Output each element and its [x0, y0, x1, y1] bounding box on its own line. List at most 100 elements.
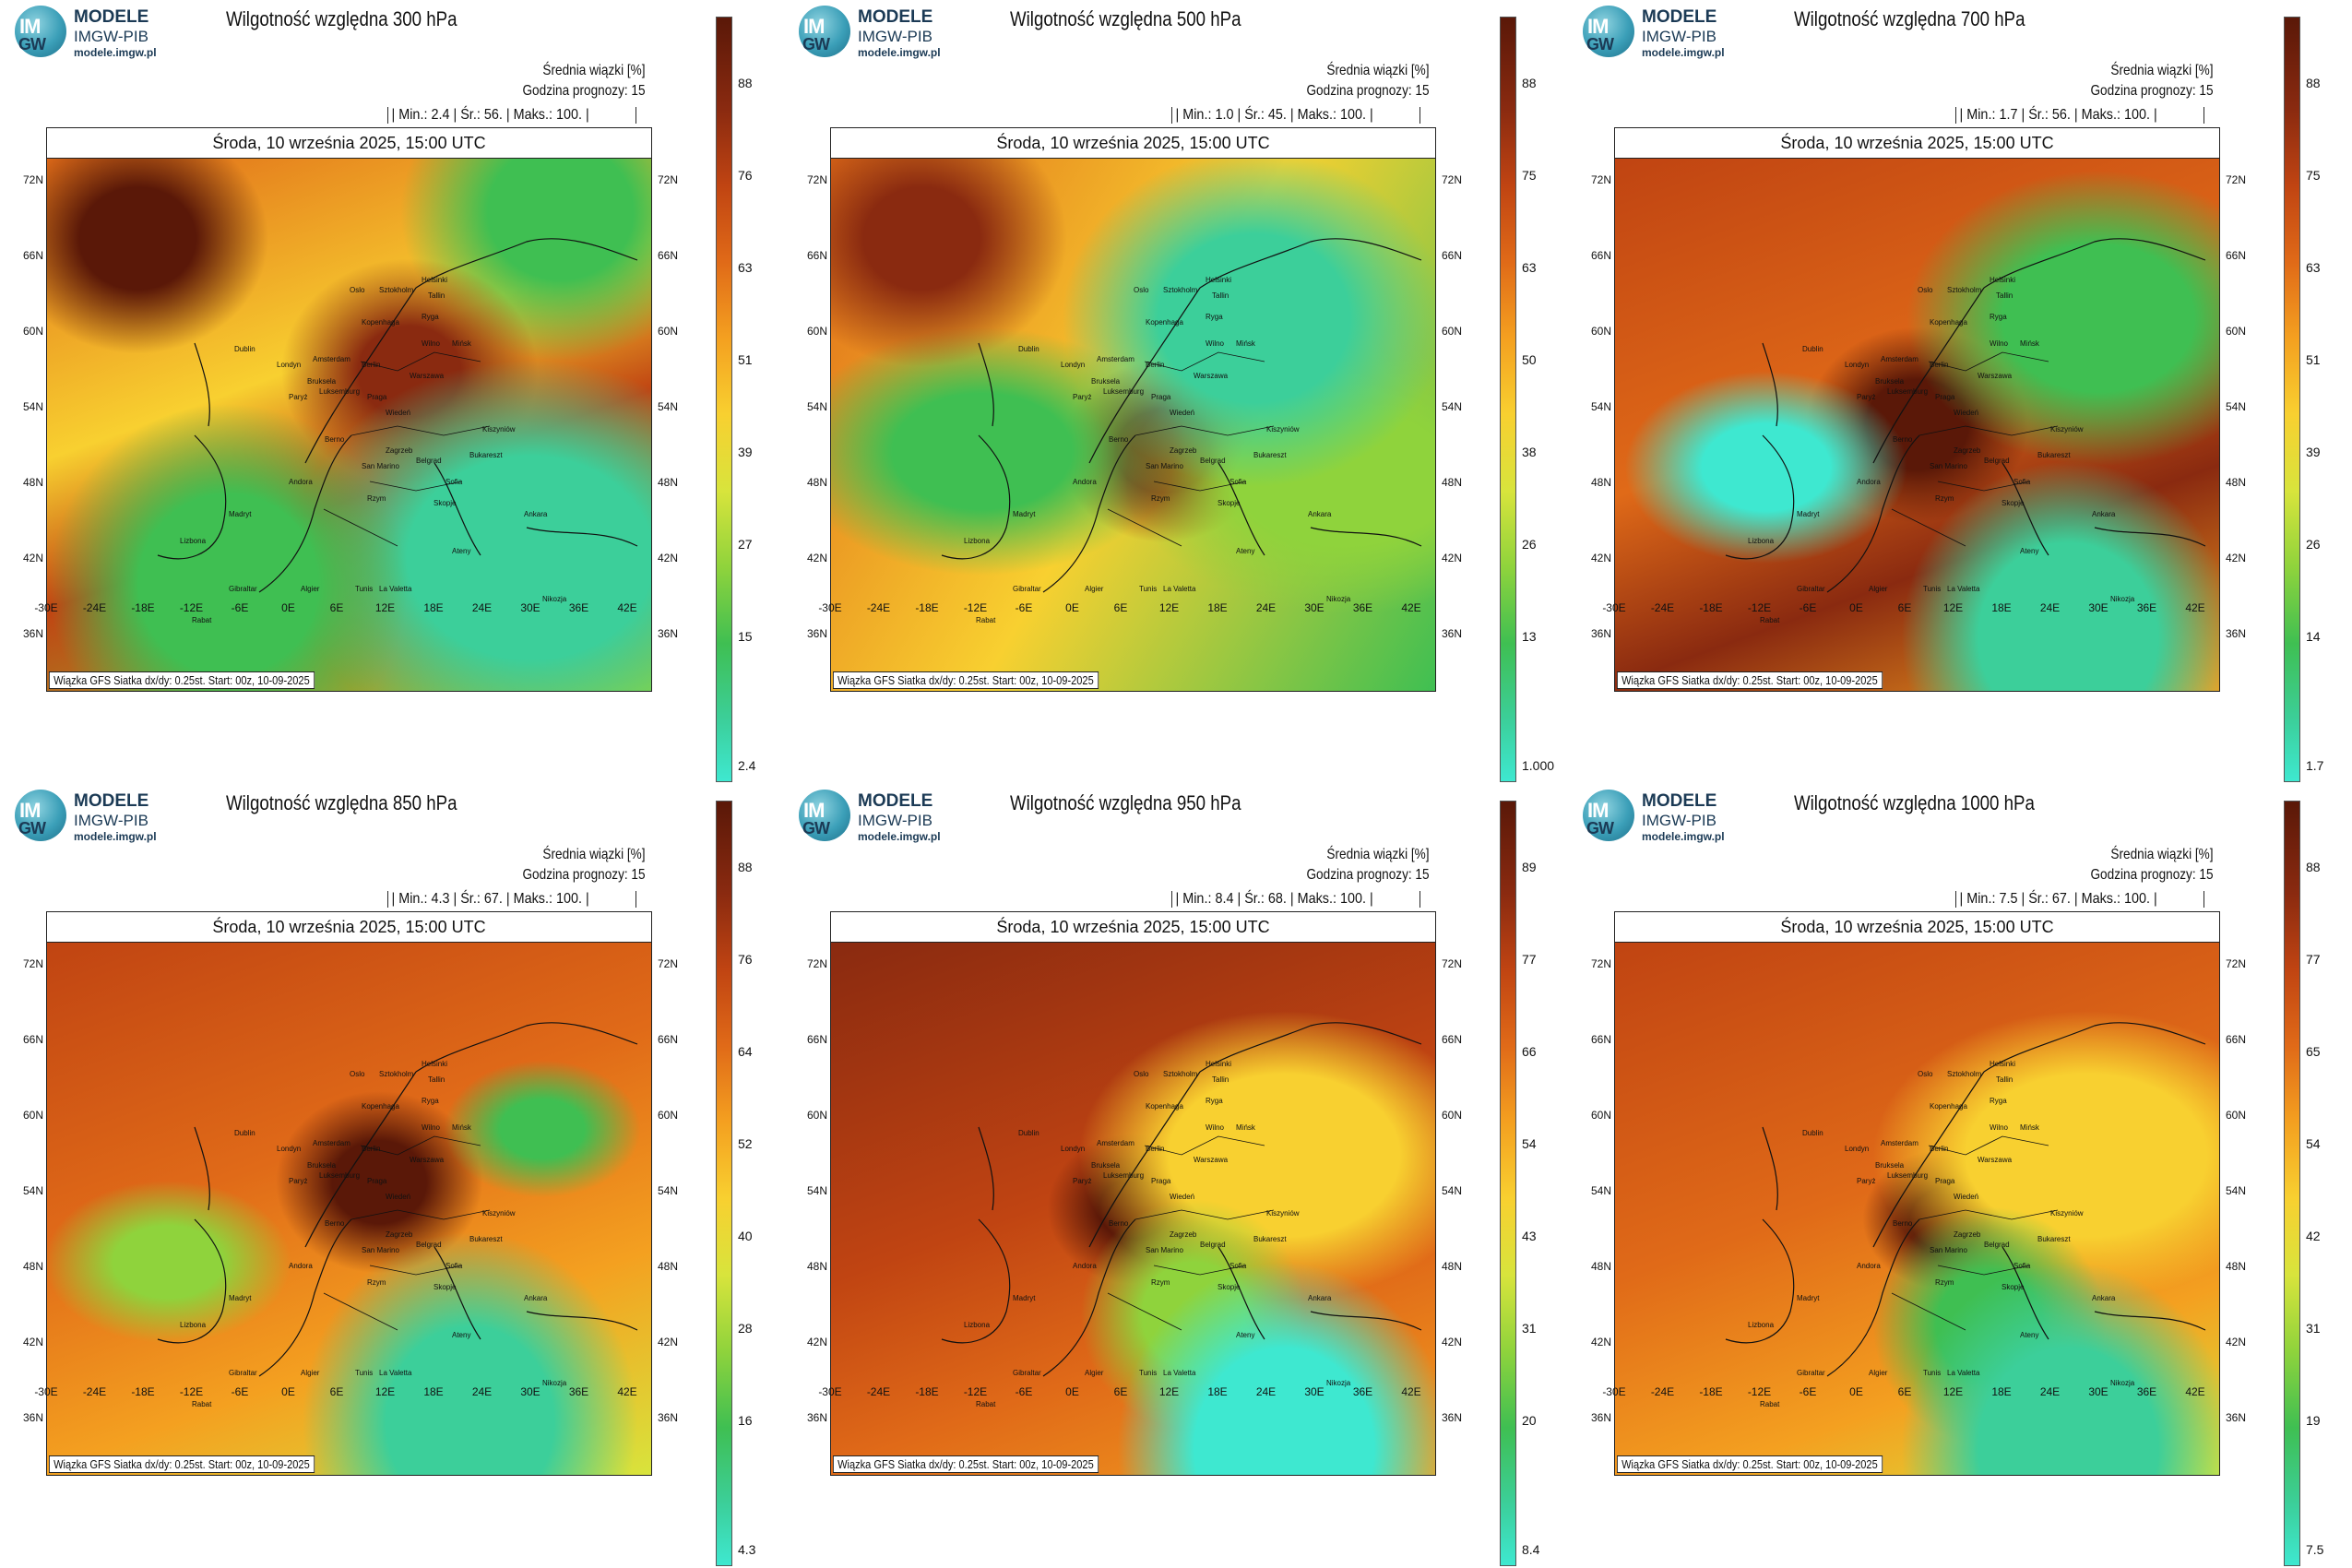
colorbar [716, 17, 732, 782]
panel-meta: Średnia wiązki [%] Godzina prognozy: 15 [2091, 61, 2214, 102]
city-label: Warszawa [410, 372, 445, 380]
lon-label: 30E [2088, 601, 2108, 614]
city-label: Amsterdam [313, 355, 350, 363]
lat-label: 36N [22, 627, 43, 640]
humidity-map[interactable]: Oslo Sztokholm Helsinki Tallin Ryga Wilno Mińs… [1615, 943, 2219, 1475]
lat-label: 72N [658, 173, 679, 186]
lat-label: 54N [658, 1184, 679, 1197]
forecast-hour: Godzina prognozy: 15 [522, 867, 646, 884]
city-label: Andora [1073, 1262, 1097, 1270]
city-label: Oslo [350, 286, 365, 294]
city-label: Wilno [422, 1123, 441, 1132]
city-label: Zagrzeb [1954, 446, 1981, 455]
city-label: San Marino [1930, 462, 1967, 470]
panel-title: Wilgotność względna 1000 hPa [1794, 791, 2035, 814]
lon-label: -6E [1015, 601, 1033, 614]
city-label: Kiszyniów [482, 1209, 516, 1218]
city-label: Sztokholm [1947, 286, 1982, 294]
city-label: Londyn [277, 1145, 302, 1153]
city-label: Berno [1893, 1219, 1913, 1228]
humidity-map[interactable]: Oslo Sztokholm Helsinki Tallin Ryga Wilno Mińs… [831, 943, 1435, 1475]
imgw-logo[interactable]: IM GW MODELE IMGW-PIB modele.imgw.pl [15, 6, 236, 61]
city-label: Rzym [1935, 494, 1954, 503]
lon-label: 0E [1065, 601, 1079, 614]
map-frame: Środa, 10 września 2025, 15:00 UTC Oslo S… [1591, 127, 2246, 692]
lon-label: -18E [1699, 601, 1723, 614]
logo-line2: IMGW-PIB [74, 28, 148, 45]
city-label: Zagrzeb [1954, 1230, 1981, 1239]
city-label: Zagrzeb [1170, 446, 1197, 455]
city-label: Lizbona [1748, 1321, 1775, 1329]
lat-label: 36N [658, 1411, 679, 1424]
humidity-map[interactable]: Oslo Sztokholm Helsinki Tallin Ryga Wilno Mińs… [47, 159, 651, 691]
lat-label: 60N [806, 325, 827, 338]
lat-label: 42N [1590, 552, 1611, 564]
city-label: Nikozja [2110, 595, 2135, 603]
logo-line3: modele.imgw.pl [74, 46, 157, 59]
city-label: Dublin [1018, 1129, 1039, 1137]
imgw-logo[interactable]: IM GW MODELE IMGW-PIB modele.imgw.pl [15, 790, 236, 845]
humidity-map[interactable]: Oslo Sztokholm Helsinki Tallin Ryga Wilno Mińs… [831, 159, 1435, 691]
colorbar-tick: 76 [738, 952, 753, 967]
colorbar-tick: 31 [1522, 1321, 1537, 1336]
city-label: Gibraltar [229, 585, 257, 593]
city-label: Sofia [445, 1262, 463, 1270]
lat-label: 66N [806, 249, 827, 262]
colorbar-tick: 64 [738, 1044, 753, 1059]
lon-label: 24E [2039, 1385, 2061, 1398]
city-label: Berlin [1930, 361, 1949, 369]
panel-meta: Średnia wiązki [%] Godzina prognozy: 15 [1307, 61, 1430, 102]
city-label: Berlin [1930, 1145, 1949, 1153]
colorbar-tick: 13 [1522, 629, 1537, 644]
city-label: Berlin [1146, 361, 1165, 369]
lon-label: 36E [568, 601, 589, 614]
lat-label: 72N [1442, 173, 1463, 186]
city-label: Rzym [1935, 1278, 1954, 1287]
imgw-logo[interactable]: IM GW MODELE IMGW-PIB modele.imgw.pl [799, 6, 1020, 61]
logo-line2: IMGW-PIB [74, 812, 148, 829]
logo-mark-bottom: GW [1586, 35, 1614, 53]
city-label: Praga [1151, 393, 1171, 401]
city-label: Bruksela [1091, 377, 1121, 386]
logo-mark-top: IM [19, 15, 41, 38]
units-label: Średnia wiązki [%] [542, 847, 646, 862]
humidity-map[interactable]: Oslo Sztokholm Helsinki Tallin Ryga Wilno Mińs… [1615, 159, 2219, 691]
city-label: Bruksela [307, 377, 337, 386]
lon-label: -30E [1602, 1385, 1626, 1398]
city-label: Ankara [1308, 510, 1332, 518]
city-label: Rzym [1151, 1278, 1170, 1287]
logo-line1: MODELE [74, 791, 149, 811]
imgw-logo[interactable]: IM GW MODELE IMGW-PIB modele.imgw.pl [799, 790, 1020, 845]
lon-label: 6E [329, 601, 344, 614]
city-label: Sztokholm [1947, 1070, 1982, 1078]
colorbar-tick: 54 [1522, 1136, 1537, 1151]
colorbar-tick: 50 [1522, 352, 1537, 367]
city-label: Berlin [1146, 1145, 1165, 1153]
panel-title: Wilgotność względna 700 hPa [1794, 7, 2025, 30]
lon-label: -24E [866, 601, 891, 614]
city-label: Ankara [524, 1294, 548, 1302]
lat-label: 42N [2226, 552, 2247, 564]
city-label: Lizbona [964, 1321, 991, 1329]
city-label: Warszawa [1978, 372, 2013, 380]
city-label: Berno [1109, 435, 1129, 444]
city-label: Skopje [434, 1283, 457, 1291]
lon-label: 6E [1113, 601, 1128, 614]
humidity-map[interactable]: Oslo Sztokholm Helsinki Tallin Ryga Wilno Mińs… [47, 943, 651, 1475]
lat-label: 66N [22, 249, 43, 262]
lat-label: 72N [2226, 957, 2247, 970]
lon-label: -12E [179, 1385, 204, 1398]
lon-label: 0E [1849, 1385, 1863, 1398]
lat-label: 36N [658, 627, 679, 640]
colorbar-tick: 54 [2306, 1136, 2321, 1151]
lon-label: 30E [1304, 1385, 1324, 1398]
lat-label: 36N [806, 627, 827, 640]
forecast-hour: Godzina prognozy: 15 [522, 83, 646, 100]
city-label: Londyn [1845, 361, 1870, 369]
logo-line2: IMGW-PIB [858, 28, 932, 45]
imgw-logo[interactable]: IM GW MODELE IMGW-PIB modele.imgw.pl [1583, 790, 1804, 845]
imgw-logo[interactable]: IM GW MODELE IMGW-PIB modele.imgw.pl [1583, 6, 1804, 61]
colorbar [2284, 17, 2300, 782]
colorbar [716, 801, 732, 1566]
colorbar-tick: 20 [1522, 1413, 1537, 1428]
